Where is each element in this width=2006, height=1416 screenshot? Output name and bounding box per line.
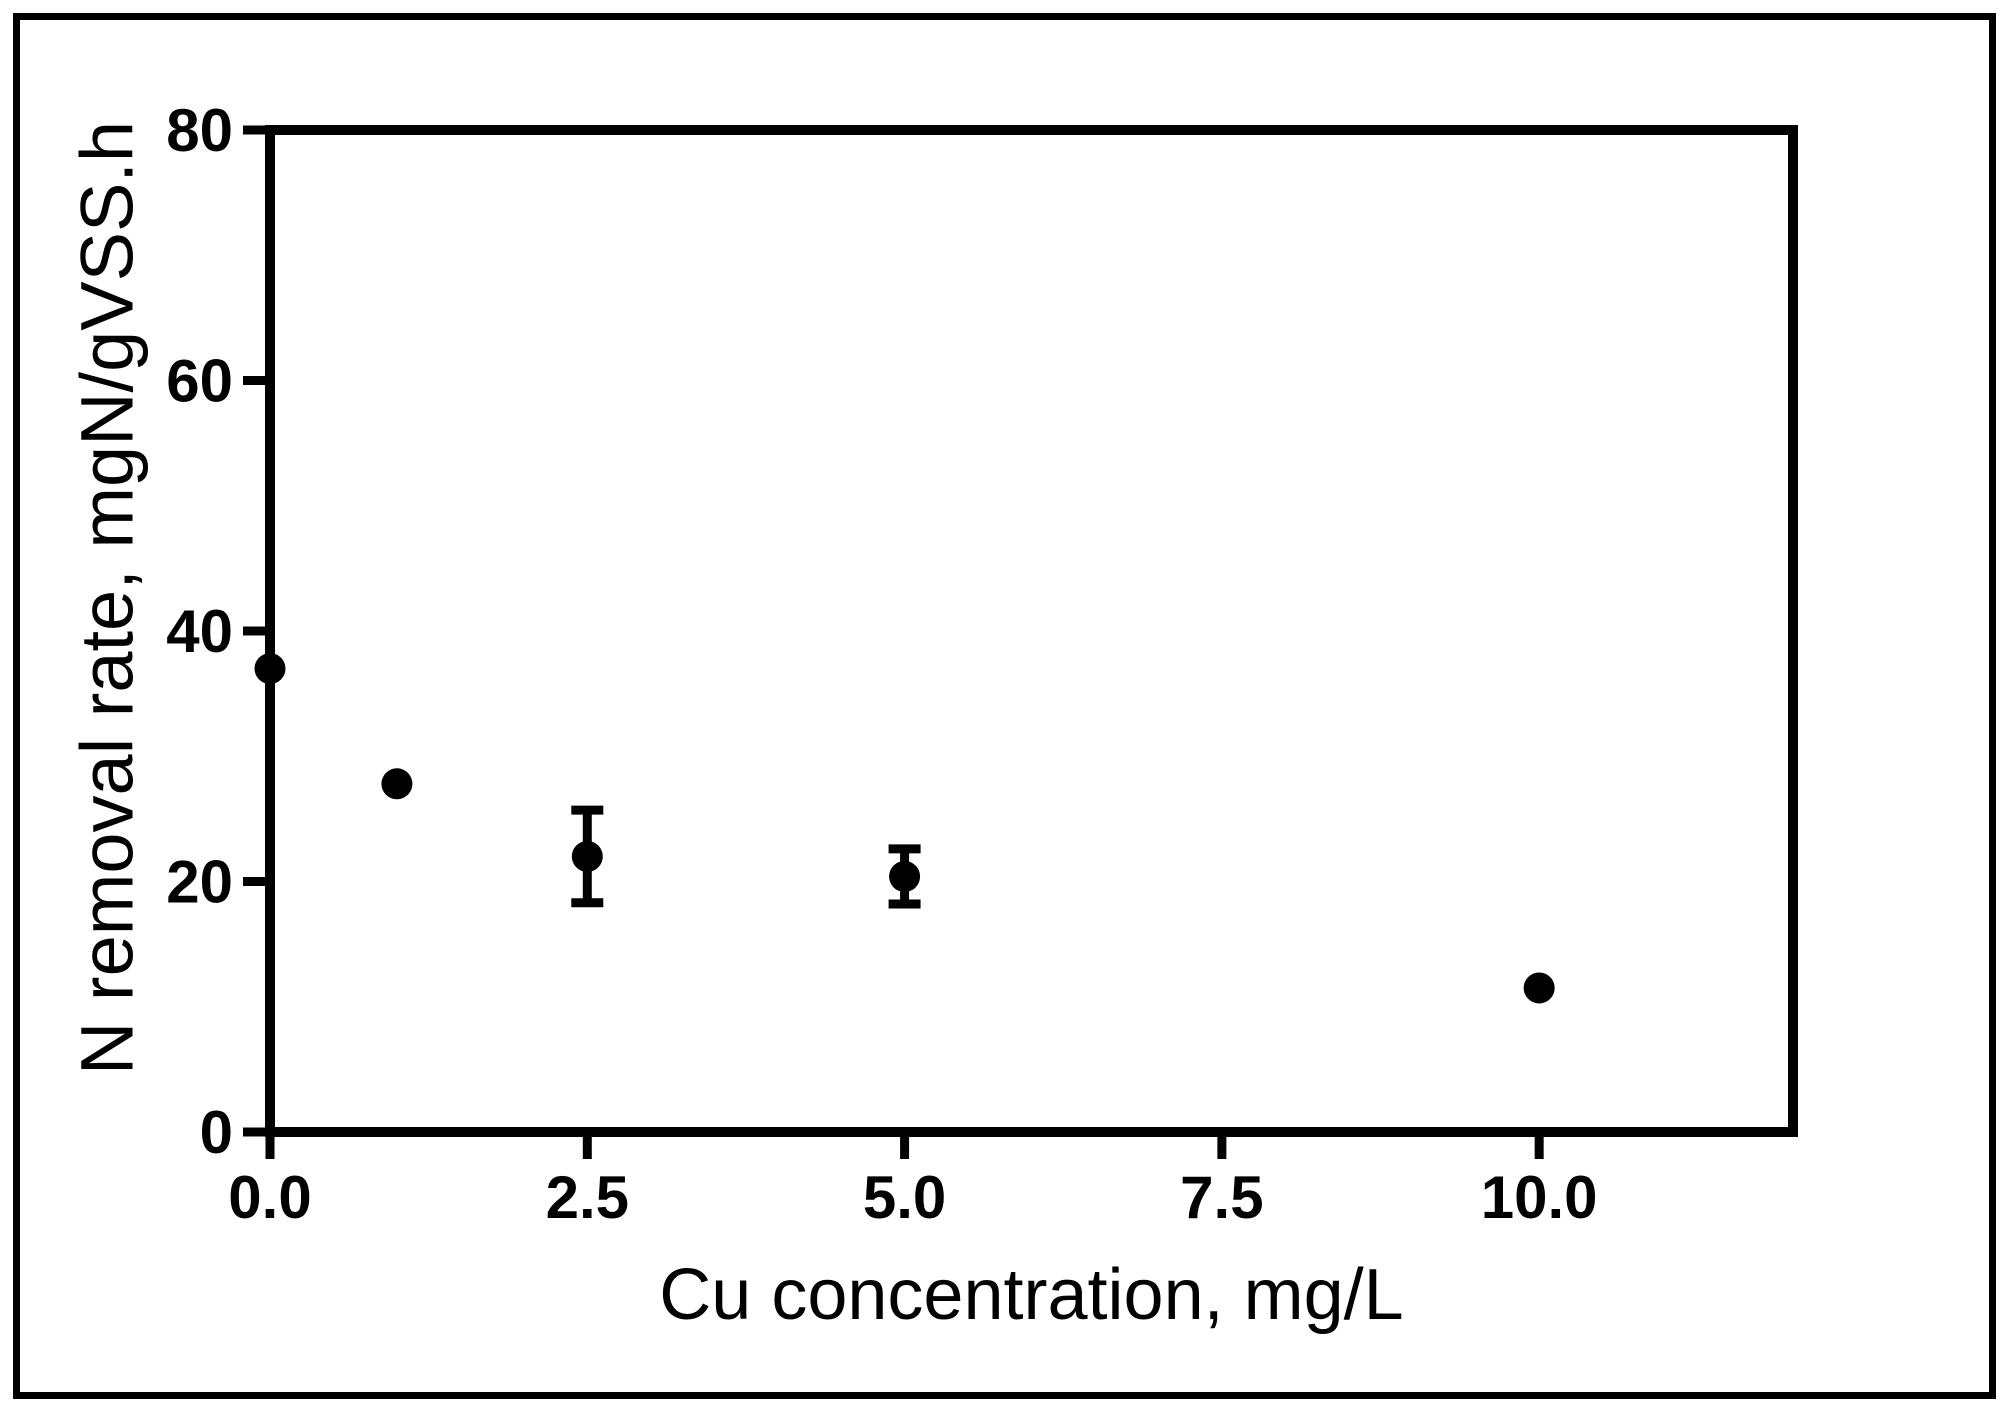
y-tick-label: 60 xyxy=(166,348,233,415)
plot-frame xyxy=(265,125,1798,1137)
x-tick-label: 5.0 xyxy=(863,1164,946,1231)
data-point xyxy=(571,840,603,872)
x-axis-title: Cu concentration, mg/L xyxy=(659,1255,1404,1335)
data-point xyxy=(889,860,921,892)
y-tick-label: 20 xyxy=(166,849,233,916)
x-tick-label: 2.5 xyxy=(546,1164,629,1231)
y-tick-label: 0 xyxy=(200,1099,233,1166)
x-tick-label: 0.0 xyxy=(228,1164,311,1231)
x-tick-label: 10.0 xyxy=(1481,1164,1598,1231)
data-point xyxy=(1523,972,1555,1004)
y-tick-label: 80 xyxy=(166,97,233,164)
y-axis-title: N removal rate, mgN/gVSS.h xyxy=(65,120,149,1076)
figure-border xyxy=(13,13,1996,1399)
y-tick-label: 40 xyxy=(166,598,233,665)
x-tick-label: 7.5 xyxy=(1180,1164,1263,1231)
data-point xyxy=(381,768,413,800)
data-point xyxy=(254,653,286,685)
